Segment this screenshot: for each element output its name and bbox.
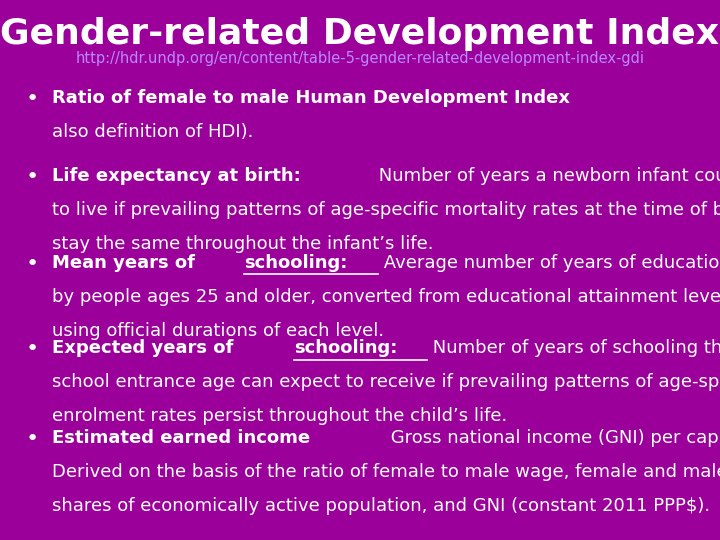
Text: school entrance age can expect to receive if prevailing patterns of age-specific: school entrance age can expect to receiv… [52, 373, 720, 391]
Text: •: • [25, 254, 38, 274]
Text: stay the same throughout the infant’s life.: stay the same throughout the infant’s li… [52, 235, 433, 253]
Text: •: • [25, 167, 38, 187]
Text: Derived on the basis of the ratio of female to male wage, female and male: Derived on the basis of the ratio of fem… [52, 463, 720, 481]
Text: Number of years of schooling that a child of: Number of years of schooling that a chil… [428, 339, 720, 357]
Text: using official durations of each level.: using official durations of each level. [52, 322, 384, 340]
Text: shares of economically active population, and GNI (constant 2011 PPP$).: shares of economically active population… [52, 497, 710, 515]
Text: Average number of years of education received: Average number of years of education rec… [378, 254, 720, 272]
Text: http://hdr.undp.org/en/content/table-5-gender-related-development-index-gdi: http://hdr.undp.org/en/content/table-5-g… [76, 51, 644, 66]
Text: enrolment rates persist throughout the child’s life.: enrolment rates persist throughout the c… [52, 407, 507, 425]
Text: schooling:: schooling: [294, 339, 397, 357]
Text: Estimated earned income: Estimated earned income [52, 429, 310, 447]
Text: Life expectancy at birth:: Life expectancy at birth: [52, 167, 300, 185]
Text: by people ages 25 and older, converted from educational attainment levels: by people ages 25 and older, converted f… [52, 288, 720, 306]
Text: Ratio of female to male Human Development Index: Ratio of female to male Human Developmen… [52, 89, 570, 107]
Text: •: • [25, 89, 38, 109]
Text: •: • [25, 339, 38, 359]
Text: also definition of HDI).: also definition of HDI). [52, 123, 253, 141]
Text: to live if prevailing patterns of age-specific mortality rates at the time of bi: to live if prevailing patterns of age-sp… [52, 201, 720, 219]
Text: •: • [25, 429, 38, 449]
Text: Gross national income (GNI) per capita:: Gross national income (GNI) per capita: [385, 429, 720, 447]
Text: Gender-related Development Index: Gender-related Development Index [1, 17, 719, 51]
Text: Expected years of: Expected years of [52, 339, 240, 357]
Text: schooling:: schooling: [244, 254, 348, 272]
Text: Number of years a newborn infant could expect: Number of years a newborn infant could e… [373, 167, 720, 185]
Text: Mean years of: Mean years of [52, 254, 201, 272]
